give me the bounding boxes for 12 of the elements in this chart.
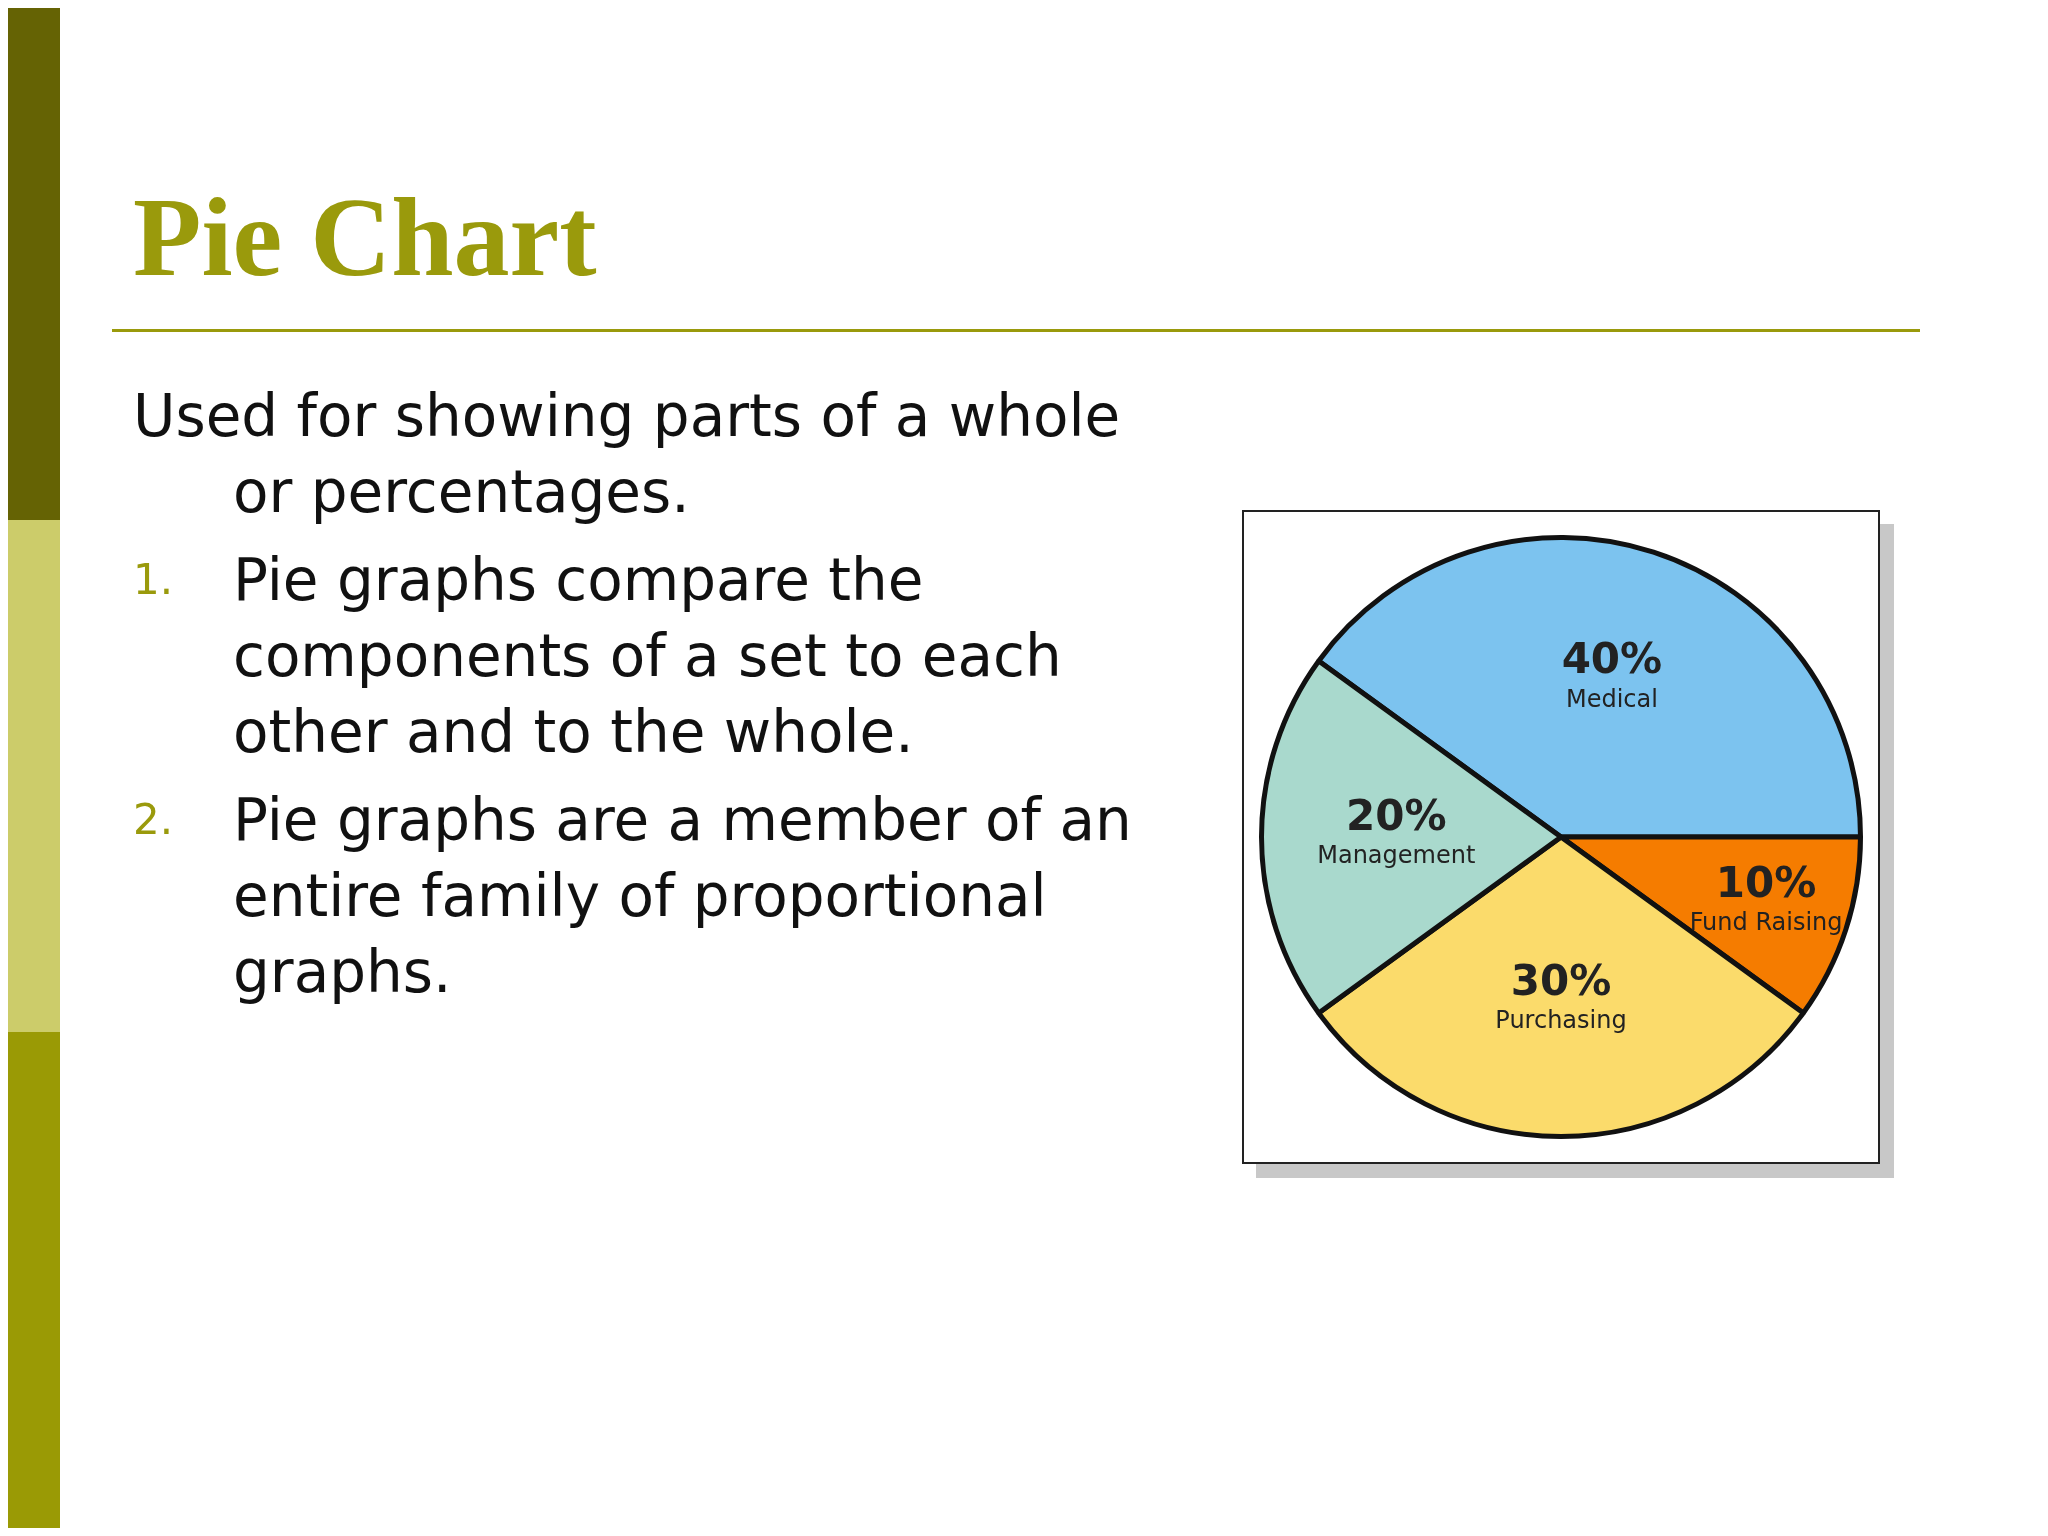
slice-label: Management: [1317, 841, 1476, 870]
data-label: 20%: [1346, 790, 1447, 840]
data-label: 30%: [1510, 955, 1612, 1005]
text: Used for showing parts of a whole or percentages.: [133, 381, 1122, 528]
data-label: 40%: [1561, 634, 1663, 684]
slice-label: Medical: [1565, 684, 1658, 713]
chart-title: Pie Chart: [133, 174, 597, 301]
data-label: 10%: [1715, 857, 1817, 907]
text: 2. Pie graphs are a member of an entire family of proportional graphs.: [133, 786, 1132, 1006]
text: 1. Pie graphs compare the components of a set to each other and to the whole.: [133, 546, 1062, 766]
slice-label: Purchasing: [1495, 1005, 1627, 1034]
slice-label: Fund Raising: [1689, 907, 1843, 936]
